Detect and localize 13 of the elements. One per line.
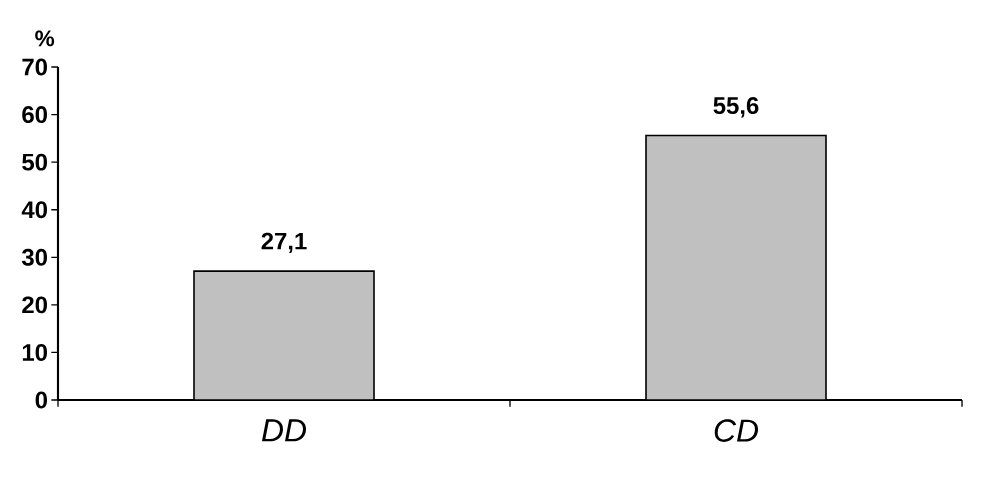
data-label: 27,1 — [261, 232, 307, 254]
x-tick-label: CD — [714, 419, 758, 442]
y-tick-label: 0 — [35, 391, 47, 409]
y-tick-label: 40 — [21, 201, 47, 219]
y-tick-label: 60 — [22, 106, 47, 124]
y-axis-title: % — [35, 30, 55, 47]
y-tick-label: 70 — [22, 58, 47, 76]
y-tick-label: 20 — [22, 296, 47, 314]
y-tick-label: 10 — [22, 343, 47, 361]
data-label: 55,6 — [713, 97, 759, 118]
y-tick-label: 30 — [21, 248, 47, 266]
y-tick-label: 50 — [22, 153, 47, 171]
x-tick-label: DD — [261, 419, 306, 442]
